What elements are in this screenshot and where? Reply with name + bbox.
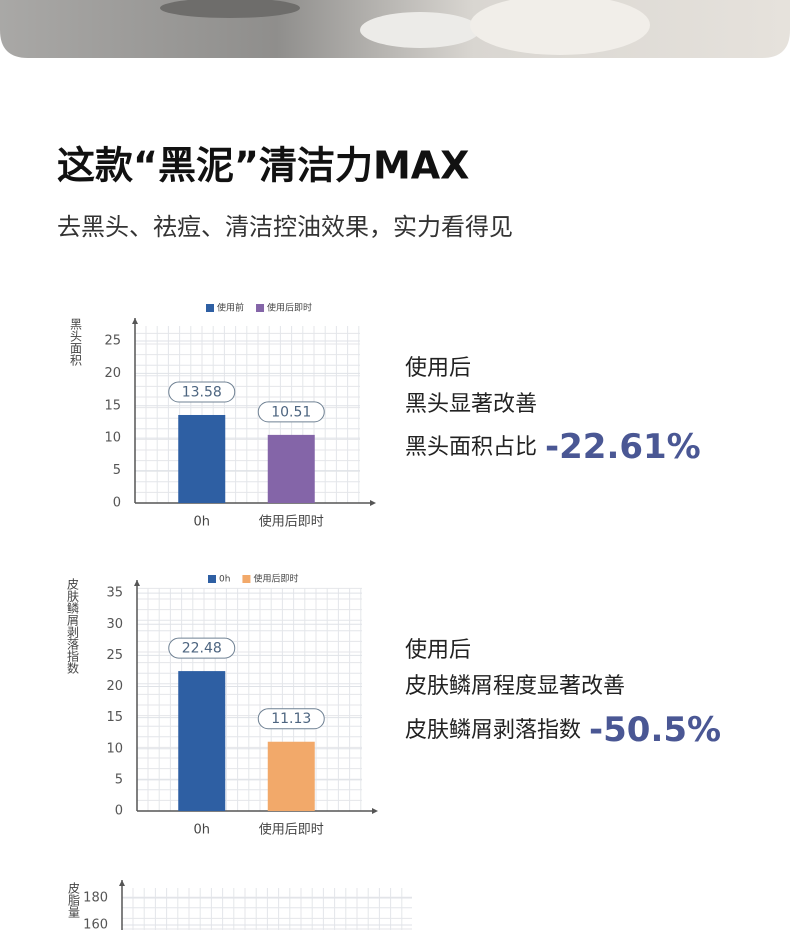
y-tick-label: 20	[104, 366, 121, 381]
claim-metric: 皮肤鳞屑剥落指数 -50.5%	[405, 710, 721, 750]
metric-stat: -22.61%	[545, 427, 701, 467]
y-tick-label: 5	[113, 463, 121, 478]
y-tick-label: 160	[83, 918, 108, 930]
claim-line: 皮肤鳞屑程度显著改善	[405, 674, 625, 699]
rock-highlight	[360, 12, 480, 48]
value-pill	[257, 401, 325, 423]
claim-metric: 黑头面积占比 -22.61%	[405, 427, 701, 467]
claim-line: 使用后	[405, 356, 471, 381]
y-tick-label: 25	[106, 648, 123, 663]
value-label: 11.13	[271, 711, 311, 727]
metric-stat: -50.5%	[589, 710, 721, 750]
legend-label: 使用前	[217, 302, 244, 314]
page-title: 这款“黑泥”清洁力MAX	[57, 144, 469, 188]
legend-label: 使用后即时	[267, 302, 312, 314]
bar	[267, 434, 315, 503]
value-label: 13.58	[182, 384, 222, 400]
y-tick-label: 20	[106, 679, 123, 694]
page-subtitle: 去黑头、祛痘、清洁控油效果，实力看得见	[57, 213, 513, 241]
bar	[267, 741, 315, 811]
claim-line: 使用后	[405, 638, 471, 663]
x-tick-label: 0h	[193, 823, 210, 838]
axis-arrow	[119, 880, 125, 886]
y-tick-label: 25	[104, 333, 121, 348]
value-pill	[257, 708, 325, 730]
y-axis-label: 皮脂量	[67, 882, 81, 918]
rock-shadow	[160, 0, 300, 18]
legend-label: 0h	[219, 575, 230, 585]
metric-label: 黑头面积占比	[405, 435, 537, 460]
x-tick-label: 0h	[193, 515, 210, 530]
y-tick-label: 0	[113, 496, 121, 511]
y-tick-label: 5	[115, 772, 123, 787]
y-axis-label: 黑头面积	[69, 318, 83, 367]
legend-swatch	[206, 304, 214, 312]
y-tick-label: 15	[104, 398, 121, 413]
legend-swatch	[242, 575, 251, 583]
y-tick-label: 10	[104, 431, 121, 446]
metric-label: 皮肤鳞屑剥落指数	[405, 718, 581, 743]
legend-swatch	[208, 575, 216, 583]
y-tick-label: 0	[115, 804, 123, 819]
rock-highlight	[470, 0, 650, 55]
value-pill	[168, 381, 236, 403]
legend-swatch	[256, 304, 265, 312]
axis-arrow	[372, 808, 378, 814]
axis-arrow	[132, 318, 138, 324]
claim-line: 黑头显著改善	[405, 392, 537, 417]
legend-label: 使用后即时	[253, 573, 298, 585]
value-label: 22.48	[182, 641, 222, 657]
bar	[178, 414, 226, 503]
y-tick-label: 30	[106, 617, 123, 632]
x-tick-label: 使用后即时	[259, 822, 324, 838]
y-tick-label: 10	[106, 741, 123, 756]
value-label: 10.51	[271, 404, 311, 420]
y-tick-label: 15	[106, 710, 123, 725]
axis-arrow	[134, 580, 140, 586]
axis-arrow	[370, 500, 376, 506]
y-tick-label: 35	[106, 586, 123, 601]
y-tick-label: 180	[83, 891, 108, 906]
bar	[178, 671, 226, 811]
value-pill	[168, 637, 236, 659]
x-tick-label: 使用后即时	[259, 514, 324, 530]
y-axis-label: 皮肤鳞屑剥落指数	[66, 578, 80, 675]
